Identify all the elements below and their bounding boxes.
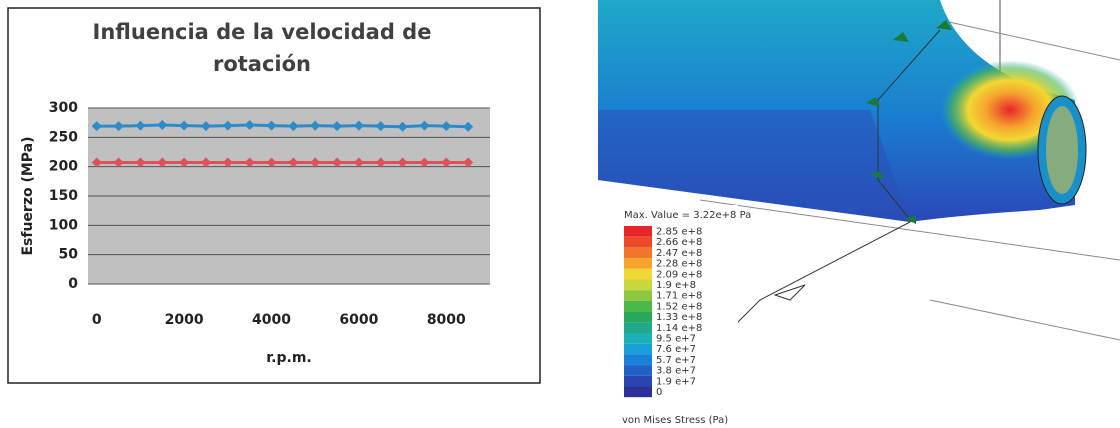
- legend-swatch: [624, 387, 652, 398]
- y-tick-label: 0: [68, 276, 78, 292]
- legend-label: 0: [656, 387, 662, 398]
- legend-label: 2.66 e+8: [656, 237, 702, 248]
- x-tick-label: 6000: [339, 312, 378, 328]
- y-tick-label: 100: [49, 217, 78, 233]
- x-tick-label: 0: [92, 312, 102, 328]
- legend-label: 5.7 e+7: [656, 355, 696, 366]
- legend-swatch: [624, 226, 652, 237]
- caption: von Mises Stress (Pa): [622, 415, 728, 426]
- legend-label: 2.85 e+8: [656, 227, 702, 238]
- legend-swatch: [624, 376, 652, 387]
- page: 0 50 100 150 200 250 300 0 2000 4000 6000 8000 r.p.m…: [0, 0, 1120, 428]
- series-line: [97, 125, 468, 127]
- legend-swatch: [624, 344, 652, 355]
- legend-label: 7.6 e+7: [656, 344, 696, 355]
- legend-label: 2.09 e+8: [656, 269, 702, 280]
- legend-swatch: [624, 280, 652, 291]
- legend-swatch: [624, 322, 652, 333]
- x-tick-label: 4000: [252, 312, 291, 328]
- legend-swatch: [624, 290, 652, 301]
- legend-label: 3.8 e+7: [656, 366, 696, 377]
- legend-label: 1.14 e+8: [656, 323, 702, 334]
- y-tick-label: 300: [49, 100, 78, 116]
- legend-swatch: [624, 365, 652, 376]
- y-tick-label: 250: [49, 129, 78, 145]
- legend-label: 9.5 e+7: [656, 334, 696, 345]
- chart-title: Influencia de la velocidad de rotación: [60, 16, 464, 80]
- legend-swatch: [624, 258, 652, 269]
- legend-swatch: [624, 247, 652, 258]
- legend-label: 1.9 e+8: [656, 280, 696, 291]
- legend-label: 1.33 e+8: [656, 312, 702, 323]
- x-tick-label: 8000: [427, 312, 466, 328]
- x-tick-label: 2000: [165, 312, 204, 328]
- y-axis-label: Esfuerzo (MPa): [20, 136, 36, 255]
- max-value: Max. Value = 3.22e+8 Pa: [624, 210, 751, 221]
- legend-swatch: [624, 237, 652, 248]
- legend-label: 1.9 e+7: [656, 376, 696, 387]
- x-axis-label: r.p.m.: [266, 350, 311, 366]
- y-tick-label: 150: [49, 188, 78, 204]
- y-tick-label: 200: [49, 159, 78, 175]
- legend-swatch: [624, 354, 652, 365]
- legend-swatch: [624, 333, 652, 344]
- legend-swatch: [624, 301, 652, 312]
- legend-swatch: [624, 269, 652, 280]
- y-tick-label: 50: [59, 247, 79, 263]
- legend-swatch: [624, 312, 652, 323]
- legend-label: 1.71 e+8: [656, 291, 702, 302]
- legend-label: 1.52 e+8: [656, 301, 702, 312]
- legend-label: 2.28 e+8: [656, 259, 702, 270]
- legend-label: 2.47 e+8: [656, 248, 702, 259]
